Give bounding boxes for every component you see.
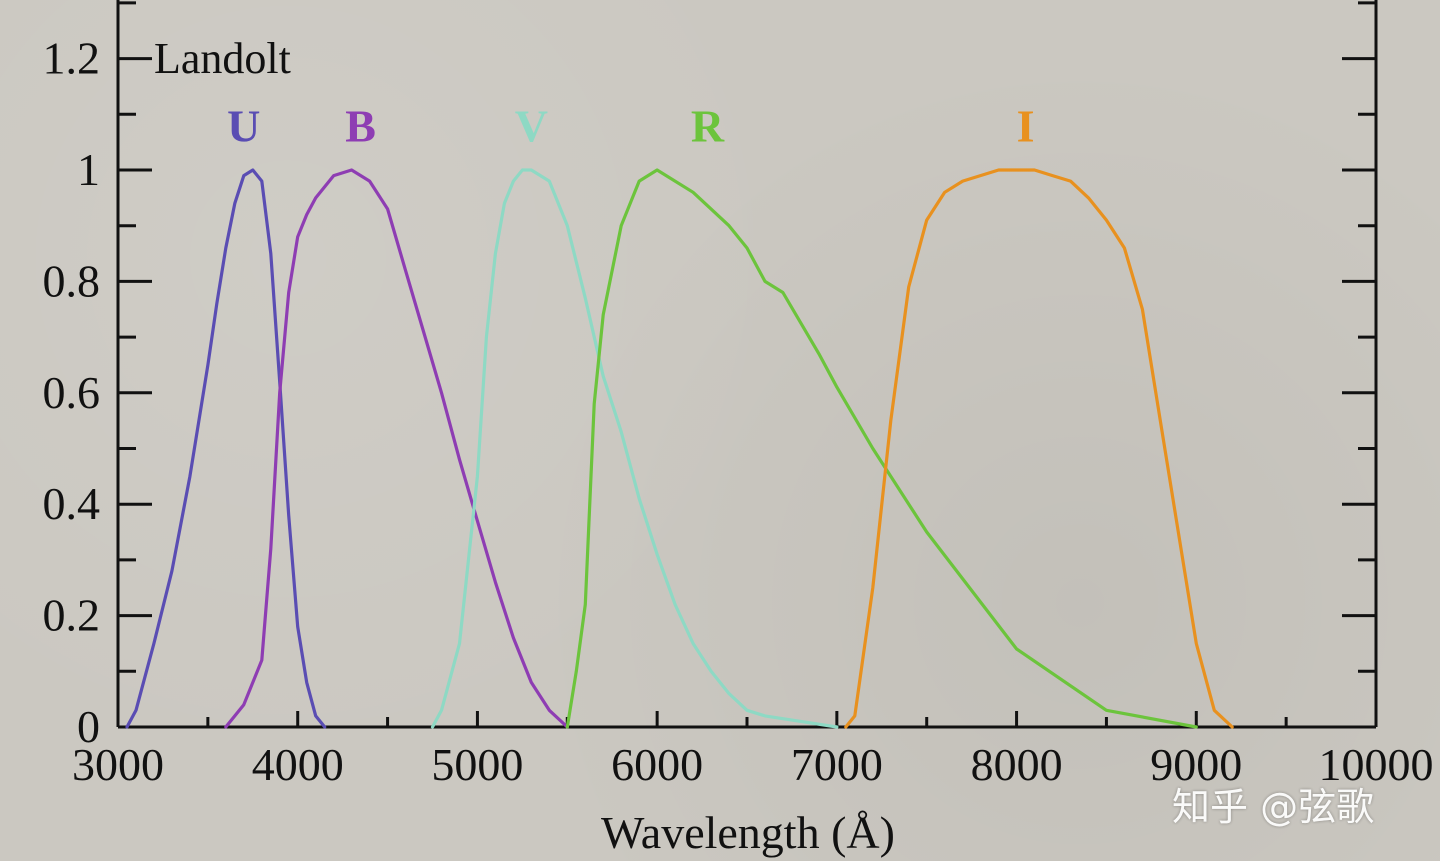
y-tick-label: 0.2 <box>43 590 101 641</box>
y-tick-label: 0 <box>77 701 100 752</box>
series-label-b: B <box>345 100 376 151</box>
x-tick-label: 4000 <box>252 739 344 790</box>
series-line-i <box>844 168 1234 729</box>
y-tick-label: 0.4 <box>43 478 101 529</box>
series-layer <box>125 168 1234 729</box>
series-label-v: V <box>515 100 548 151</box>
chart-title: Landolt <box>154 34 291 83</box>
series-line-b <box>224 168 569 729</box>
y-tick-label: 0.6 <box>43 367 101 418</box>
y-tick-label: 0.8 <box>43 255 101 306</box>
x-axis-title: Wavelength (Å) <box>601 807 895 858</box>
x-tick-label: 8000 <box>971 739 1063 790</box>
x-tick-label: 10000 <box>1319 739 1434 790</box>
labels-layer: 3000 4000 5000 6000 7000 8000 9000 10000 0 0.2 0.4… <box>43 33 1434 790</box>
y-tick-label: 1.2 <box>43 33 101 84</box>
series-label-i: I <box>1017 100 1035 151</box>
x-tick-label: 9000 <box>1150 739 1242 790</box>
y-tick-label: 1 <box>77 144 100 195</box>
x-tick-label: 7000 <box>791 739 883 790</box>
series-label-u: U <box>227 100 260 151</box>
x-tick-label: 3000 <box>72 739 164 790</box>
series-line-v <box>430 168 839 729</box>
series-label-r: R <box>691 100 725 151</box>
series-line-r <box>565 168 1198 729</box>
series-line-u <box>125 168 327 729</box>
watermark: 知乎 @弦歌 <box>1172 785 1375 829</box>
x-tick-label: 6000 <box>611 739 703 790</box>
x-tick-label: 5000 <box>431 739 523 790</box>
axes-layer <box>116 0 1378 729</box>
